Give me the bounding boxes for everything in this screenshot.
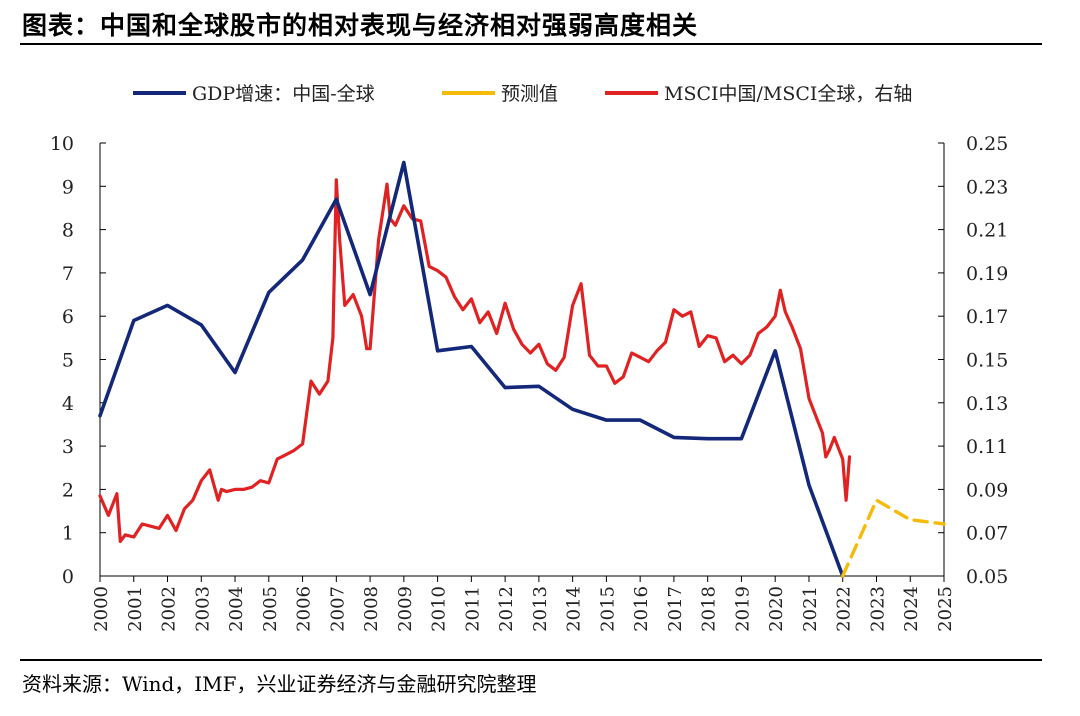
left-y-tick-label: 0 (62, 566, 74, 588)
x-tick-label: 2001 (125, 586, 146, 632)
x-tick-label: 2002 (159, 586, 180, 632)
left-y-tick-label: 10 (50, 133, 74, 155)
series-line-gdp (98, 160, 845, 578)
right-y-tick-label: 0.15 (966, 350, 1008, 372)
x-tick-label: 2013 (530, 586, 551, 632)
right-y-tick-label: 0.21 (966, 220, 1008, 242)
right-y-tick-label: 0.05 (966, 566, 1008, 588)
left-y-tick-label: 8 (62, 220, 74, 242)
left-y-tick-label: 5 (62, 350, 74, 372)
x-tick-label: 2016 (631, 586, 652, 632)
left-y-tick-label: 3 (62, 436, 74, 458)
series-line-msci (98, 178, 852, 544)
x-tick-label: 2012 (496, 586, 517, 632)
x-tick-label: 2022 (834, 586, 855, 632)
x-tick-label: 2024 (901, 586, 922, 632)
left-y-tick-label: 1 (62, 523, 74, 545)
left-y-tick-label: 4 (62, 393, 74, 415)
legend-label-gdp: GDP增速：中国-全球 (192, 83, 375, 105)
series-line-forecast (841, 498, 946, 578)
x-tick-label: 2025 (935, 586, 956, 632)
x-tick-label: 2011 (462, 586, 483, 632)
right-y-tick-label: 0.09 (966, 479, 1008, 501)
x-tick-label: 2003 (192, 586, 213, 632)
left-y-tick-label: 7 (62, 263, 74, 285)
right-y-tick-label: 0.07 (966, 523, 1008, 545)
x-tick-label: 2006 (294, 586, 315, 632)
x-tick-label: 2017 (665, 586, 686, 632)
x-tick-label: 2009 (395, 586, 416, 632)
source-note: 资料来源：Wind，IMF，兴业证券经济与金融研究院整理 (22, 672, 537, 696)
x-tick-label: 2004 (226, 586, 247, 632)
x-tick-label: 2010 (429, 586, 450, 632)
legend-label-msci: MSCI中国/MSCI全球，右轴 (664, 83, 912, 105)
x-tick-label: 2005 (260, 586, 281, 632)
right-y-tick-label: 0.17 (966, 306, 1008, 328)
x-tick-label: 2008 (361, 586, 382, 632)
series-layer (98, 160, 946, 578)
right-y-tick-label: 0.23 (966, 176, 1008, 198)
axes: 0 1 2 3 4 5 6 7 8 9 10 0.05 0.07 0.09 0.11 0.13 0.15 0.17… (50, 133, 1009, 632)
chart-title: 图表：中国和全球股市的相对表现与经济相对强弱高度相关 (22, 11, 699, 40)
x-tick-label: 2014 (564, 586, 585, 632)
left-y-tick-label: 9 (62, 176, 74, 198)
right-y-tick-label: 0.11 (966, 436, 1008, 458)
x-tick-label: 2021 (800, 586, 821, 632)
source-divider (20, 659, 1042, 661)
legend: GDP增速：中国-全球 预测值 MSCI中国/MSCI全球，右轴 (133, 83, 912, 105)
right-y-tick-label: 0.25 (966, 133, 1008, 155)
right-y-tick-label: 0.19 (966, 263, 1008, 285)
x-tick-label: 2007 (327, 586, 348, 632)
x-tick-label: 2018 (699, 586, 720, 632)
x-tick-label: 2000 (91, 586, 112, 632)
left-y-tick-label: 6 (62, 306, 74, 328)
right-y-tick-label: 0.13 (966, 393, 1008, 415)
left-y-tick-label: 2 (62, 479, 74, 501)
x-tick-label: 2019 (732, 586, 753, 632)
x-tick-label: 2020 (766, 586, 787, 632)
x-tick-label: 2023 (867, 586, 888, 632)
x-tick-label: 2015 (597, 586, 618, 632)
title-divider (20, 43, 1042, 45)
legend-label-forecast: 预测值 (501, 83, 558, 105)
